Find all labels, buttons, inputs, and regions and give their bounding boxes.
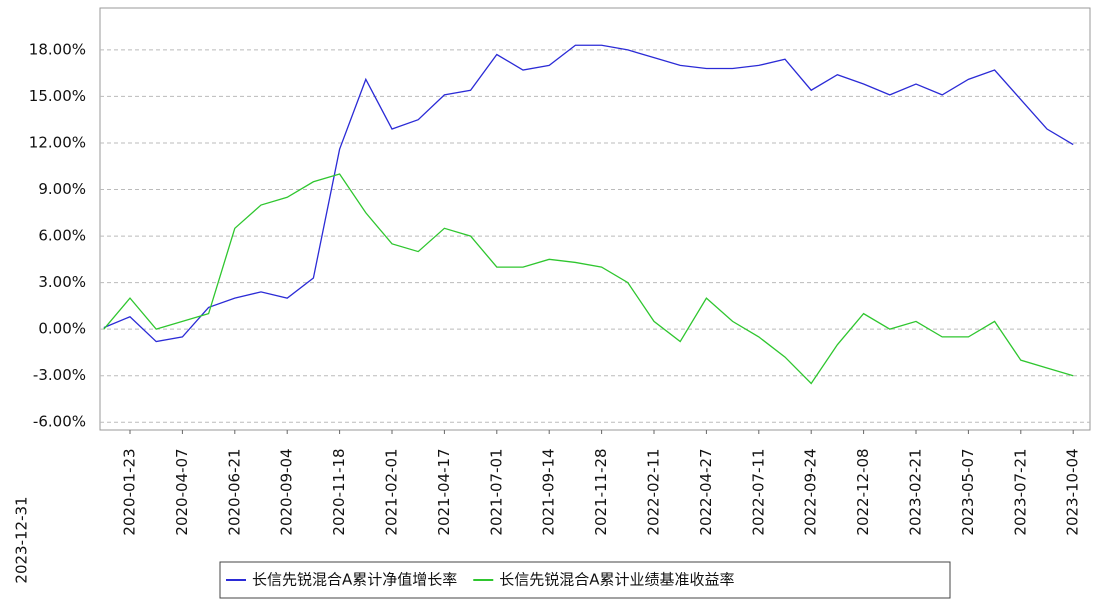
x-tick-label: 2020-09-04 — [278, 448, 296, 535]
x-tick-label: 2021-09-14 — [540, 448, 558, 535]
x-tick-label: 2023-02-21 — [907, 448, 925, 535]
x-start-label: 2023-12-31 — [13, 496, 31, 583]
x-tick-label: 2021-02-01 — [383, 448, 401, 535]
x-tick-label: 2023-05-07 — [959, 448, 977, 535]
x-tick-label: 2022-02-11 — [645, 448, 663, 535]
x-tick-label: 2020-11-18 — [330, 448, 348, 535]
series-line — [104, 45, 1073, 341]
y-tick-label: -3.00% — [33, 366, 86, 384]
x-tick-label: 2022-04-27 — [697, 448, 715, 535]
page: 2023-12-31 -6.00% -3.00% 0.00% 3.00% 6.00% 9.… — [0, 0, 1104, 599]
plot-frame — [100, 8, 1090, 430]
x-tick-label: 2020-01-23 — [121, 448, 139, 535]
x-tick-label: 2022-12-08 — [854, 448, 872, 535]
series-line — [104, 174, 1073, 383]
y-tick-label: 0.00% — [38, 320, 86, 338]
y-tick-label: -6.00% — [33, 413, 86, 431]
x-tick-label: 2023-10-04 — [1064, 448, 1082, 535]
x-tick-label: 2021-07-01 — [487, 448, 505, 535]
x-tick-label: 2022-09-24 — [802, 448, 820, 535]
x-tick-label: 2022-07-11 — [749, 448, 767, 535]
y-tick-label: 15.00% — [29, 87, 86, 105]
x-tick-label: 2020-04-07 — [173, 448, 191, 535]
chart: 2023-12-31 -6.00% -3.00% 0.00% 3.00% 6.00% 9.… — [0, 0, 1104, 599]
y-tick-label: 18.00% — [29, 40, 86, 58]
x-tick-label: 2023-07-21 — [1011, 448, 1029, 535]
y-tick-label: 9.00% — [38, 180, 86, 198]
legend-label: 长信先锐混合A累计净值增长率 — [252, 571, 457, 589]
y-tick-label: 6.00% — [38, 227, 86, 245]
y-tick-label: 3.00% — [38, 273, 86, 291]
x-tick-label: 2021-11-28 — [592, 448, 610, 535]
x-tick-label: 2020-06-21 — [225, 448, 243, 535]
legend-label: 长信先锐混合A累计业绩基准收益率 — [499, 571, 734, 589]
y-tick-label: 12.00% — [29, 133, 86, 151]
x-tick-label: 2021-04-17 — [435, 448, 453, 535]
